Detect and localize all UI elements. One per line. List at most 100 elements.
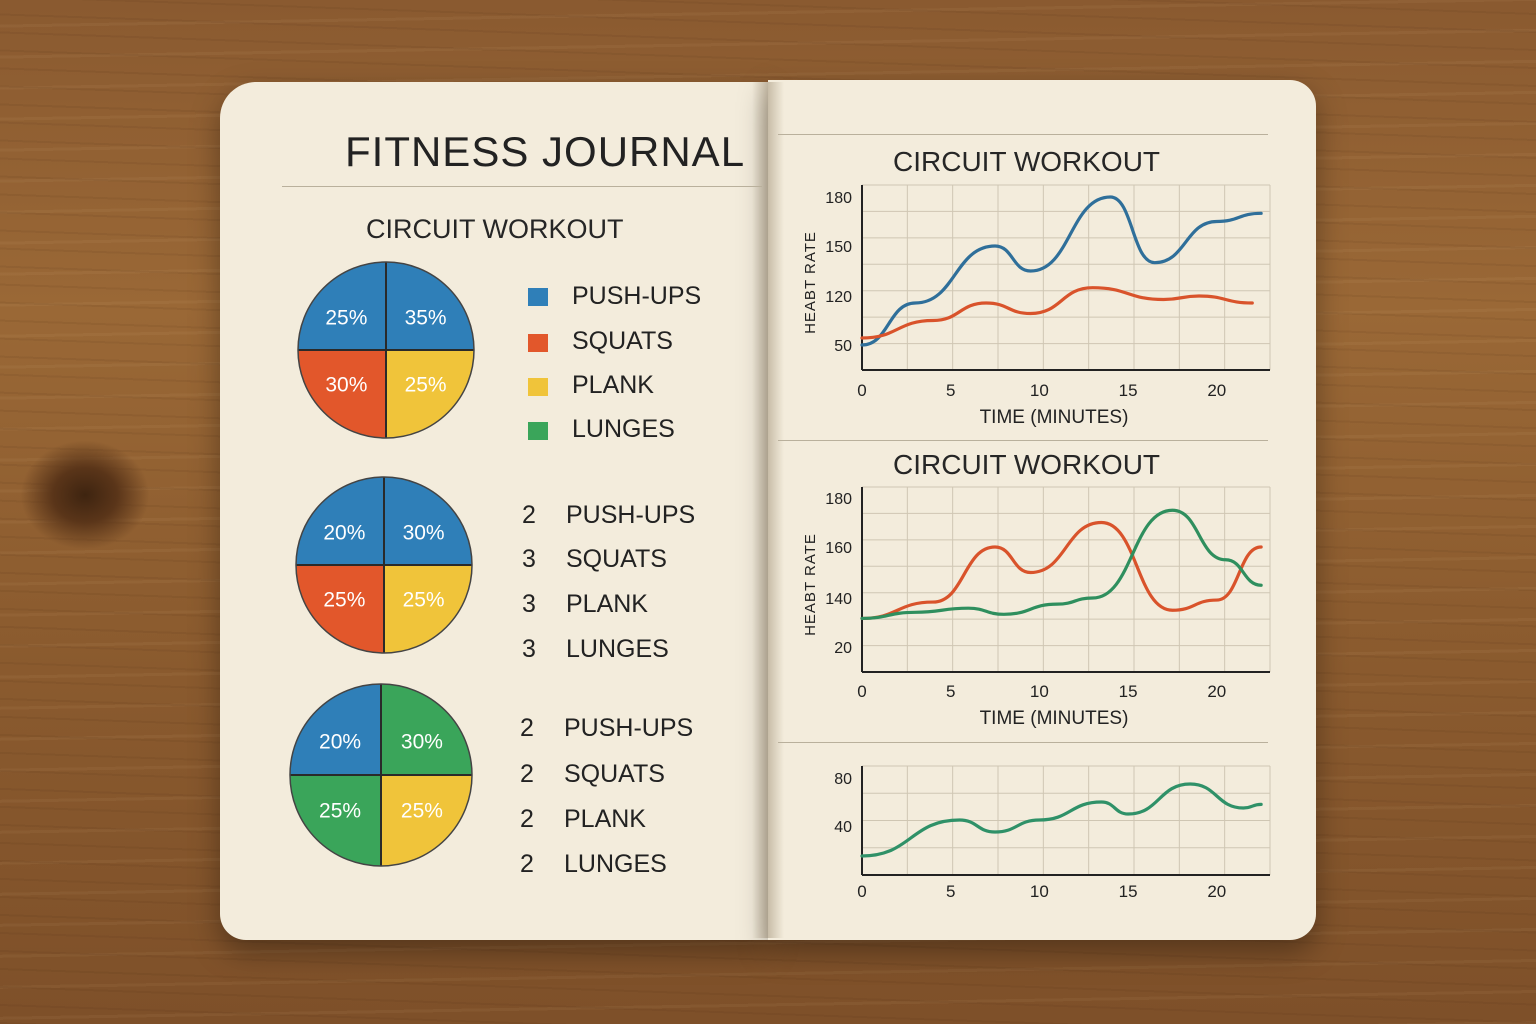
right-mid-rule xyxy=(778,440,1268,441)
x-tick-label: 5 xyxy=(946,882,955,901)
x-tick-label: 15 xyxy=(1119,682,1138,701)
legend-label: LUNGES xyxy=(566,635,669,663)
pie-slice xyxy=(386,262,474,350)
y-tick-label: 80 xyxy=(834,771,852,788)
legend-row: 2 LUNGES xyxy=(520,850,667,879)
pie-slice-label: 25% xyxy=(323,588,365,611)
legend-count: 2 xyxy=(520,714,534,742)
pie-slice-label: 25% xyxy=(405,373,447,396)
wood-knot xyxy=(20,440,150,550)
swatch-push-ups xyxy=(528,288,548,306)
series-line xyxy=(860,195,1263,347)
y-tick-label: 120 xyxy=(825,289,852,306)
pie-slice xyxy=(298,350,386,438)
pie-slice-label: 30% xyxy=(403,522,445,545)
pie-slice-label: 20% xyxy=(319,730,361,753)
x-tick-label: 5 xyxy=(946,381,955,400)
legend-count: 3 xyxy=(522,545,536,573)
y-tick-label: 40 xyxy=(834,819,852,836)
legend-row: 2 PLANK xyxy=(520,805,646,834)
pie-slice xyxy=(386,350,474,438)
legend-row: 3 PLANK xyxy=(522,590,648,619)
y-tick-label: 180 xyxy=(825,190,852,207)
x-tick-label: 20 xyxy=(1207,381,1226,400)
title-rule xyxy=(282,186,762,187)
y-tick-label: 50 xyxy=(834,338,852,355)
pie-slice xyxy=(298,262,386,350)
x-tick-label: 10 xyxy=(1030,682,1049,701)
legend-row: 2 PUSH-UPS xyxy=(520,714,693,743)
y-axis-label: HEABT RATE xyxy=(802,231,819,334)
pie-slice xyxy=(384,565,472,653)
legend-label: PUSH-UPS xyxy=(572,282,702,310)
pie-slice xyxy=(384,477,472,565)
x-tick-label: 15 xyxy=(1119,381,1138,400)
right-top-rule xyxy=(778,134,1268,135)
pie-slice-label: 35% xyxy=(405,307,447,330)
legend-label: SQUATS xyxy=(564,760,665,788)
chart-1-title: CIRCUIT WORKOUT xyxy=(893,146,1161,177)
x-tick-label: 10 xyxy=(1030,381,1049,400)
legend-label: PUSH-UPS xyxy=(566,501,696,529)
legend-row: 2 SQUATS xyxy=(520,760,665,789)
pie-slice-label: 25% xyxy=(401,800,443,823)
right-low-rule xyxy=(778,742,1268,743)
legend-count: 2 xyxy=(520,760,534,788)
pie-slice-label: 25% xyxy=(403,588,445,611)
y-tick-label: 180 xyxy=(825,491,852,508)
pie-slice xyxy=(296,565,384,653)
legend-count: 2 xyxy=(522,501,536,529)
series-line xyxy=(860,520,1263,621)
pie-slice-label: 25% xyxy=(319,800,361,823)
x-tick-label: 0 xyxy=(857,682,866,701)
swatch-plank xyxy=(528,378,548,396)
pie-outline xyxy=(297,261,475,439)
x-tick-label: 20 xyxy=(1207,682,1226,701)
left-heading: CIRCUIT WORKOUT xyxy=(366,214,624,244)
y-tick-label: 150 xyxy=(825,239,852,256)
legend-row: 3 SQUATS xyxy=(522,545,667,574)
legend-count: 3 xyxy=(522,635,536,663)
x-tick-label: 0 xyxy=(857,381,866,400)
x-tick-label: 5 xyxy=(946,682,955,701)
pie-slice xyxy=(290,775,381,866)
legend-label: LUNGES xyxy=(572,415,675,443)
pie-slice xyxy=(381,775,472,866)
y-axis-label: HEABT RATE xyxy=(802,533,819,636)
x-tick-label: 20 xyxy=(1207,882,1226,901)
x-tick-label: 15 xyxy=(1119,882,1138,901)
x-axis-label: TIME (MINUTES) xyxy=(980,708,1129,729)
swatch-lunges xyxy=(528,422,548,440)
pie-slice xyxy=(296,477,384,565)
legend-count: 3 xyxy=(522,590,536,618)
x-axis-label: TIME (MINUTES) xyxy=(980,407,1129,428)
pie-slice xyxy=(290,684,381,775)
legend-row: 2 PUSH-UPS xyxy=(522,501,695,530)
pie-slice-label: 30% xyxy=(401,730,443,753)
x-tick-label: 0 xyxy=(857,882,866,901)
pie-slice-label: 30% xyxy=(325,373,367,396)
legend-label: SQUATS xyxy=(566,545,667,573)
series-line xyxy=(860,286,1254,340)
legend-count: 2 xyxy=(520,805,534,833)
chart-2-title: CIRCUIT WORKOUT xyxy=(893,449,1161,480)
notebook-spine xyxy=(752,82,784,938)
pie-outline xyxy=(295,476,473,654)
x-tick-label: 10 xyxy=(1030,882,1049,901)
legend-label: LUNGES xyxy=(564,850,667,878)
pie-slice-label: 25% xyxy=(325,307,367,330)
legend-count: 2 xyxy=(520,850,534,878)
swatch-squats xyxy=(528,334,548,352)
y-tick-label: 160 xyxy=(825,540,852,557)
series-line xyxy=(860,508,1263,621)
pie-slice-label: 20% xyxy=(323,522,365,545)
y-tick-label: 140 xyxy=(825,591,852,608)
legend-label: PLANK xyxy=(566,590,648,618)
legend-label: PLANK xyxy=(572,371,654,399)
legend-label: PUSH-UPS xyxy=(564,714,694,742)
series-line xyxy=(860,782,1263,858)
journal-title: FITNESS JOURNAL xyxy=(345,128,746,175)
legend-label: SQUATS xyxy=(572,327,673,355)
